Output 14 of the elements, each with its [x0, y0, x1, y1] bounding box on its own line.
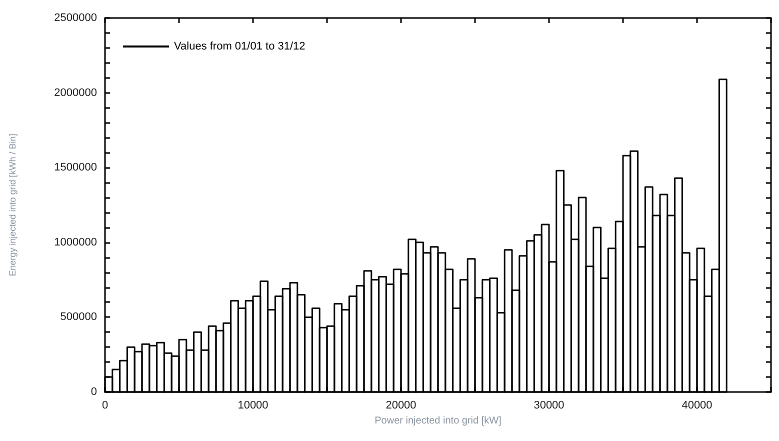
x-tick-label: 10000 — [238, 400, 268, 412]
x-axis-title: Power injected into grid [kW] — [374, 415, 502, 426]
y-tick-label: 1500000 — [54, 162, 97, 174]
x-tick-label: 40000 — [682, 400, 712, 412]
x-tick-label: 20000 — [386, 400, 416, 412]
y-tick-label: 2000000 — [54, 86, 97, 99]
y-tick-label: 1000000 — [54, 236, 97, 248]
y-tick-label: 2500000 — [54, 12, 97, 24]
legend-label: Values from 01/01 to 31/12 — [174, 40, 306, 52]
x-tick-label: 0 — [102, 400, 108, 412]
y-axis-title: Energy injected into grid [kWh / Bin] — [8, 134, 18, 276]
y-tick-label: 500000 — [60, 311, 97, 324]
y-tick-label: 0 — [90, 386, 97, 398]
x-tick-label: 30000 — [534, 400, 564, 412]
